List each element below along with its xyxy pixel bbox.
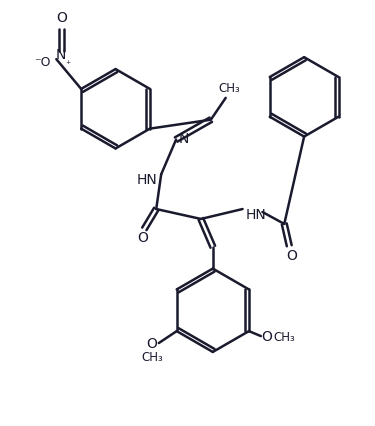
Text: ⁻O: ⁻O bbox=[34, 55, 51, 69]
Text: CH₃: CH₃ bbox=[219, 82, 240, 95]
Text: N: N bbox=[179, 131, 189, 145]
Text: CH₃: CH₃ bbox=[274, 330, 296, 343]
Text: HN: HN bbox=[246, 207, 267, 222]
Text: O: O bbox=[56, 12, 67, 26]
Text: CH₃: CH₃ bbox=[141, 351, 163, 363]
Text: HN: HN bbox=[137, 173, 158, 187]
Text: ⁺: ⁺ bbox=[66, 60, 71, 70]
Text: N: N bbox=[56, 48, 66, 62]
Text: O: O bbox=[137, 230, 148, 244]
Text: O: O bbox=[147, 336, 158, 350]
Text: O: O bbox=[286, 248, 297, 262]
Text: O: O bbox=[261, 329, 272, 343]
